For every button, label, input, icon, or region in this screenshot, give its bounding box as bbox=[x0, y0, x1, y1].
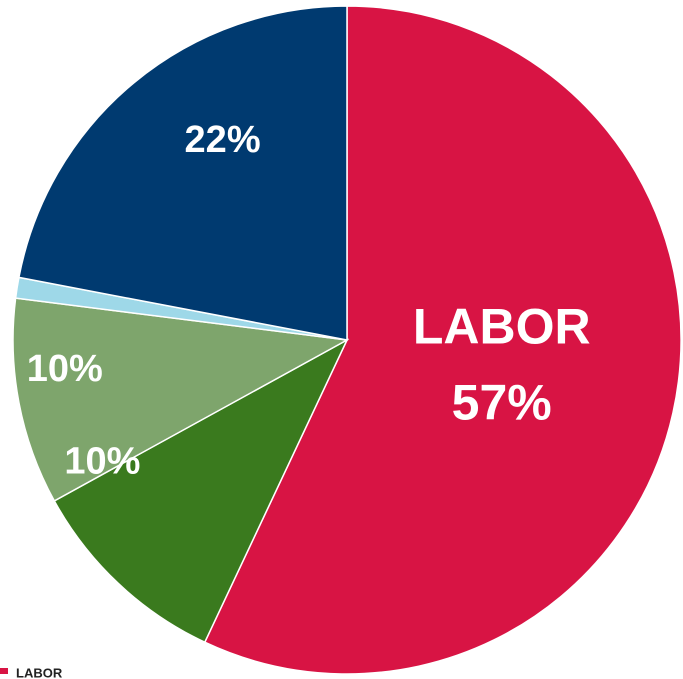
legend-label: LABOR bbox=[16, 665, 63, 679]
pie-slice bbox=[203, 5, 682, 675]
slice-category-label: LABOR bbox=[413, 299, 591, 355]
slice-value-label: 22% bbox=[185, 119, 261, 161]
pie-slice bbox=[53, 338, 349, 644]
pie-slice bbox=[12, 297, 350, 502]
slice-value-label: 10% bbox=[27, 348, 103, 390]
slice-value-label: 57% bbox=[452, 375, 552, 431]
slice-value-label: 10% bbox=[64, 440, 140, 482]
legend-swatch bbox=[0, 668, 8, 674]
pie-slice bbox=[18, 5, 348, 341]
